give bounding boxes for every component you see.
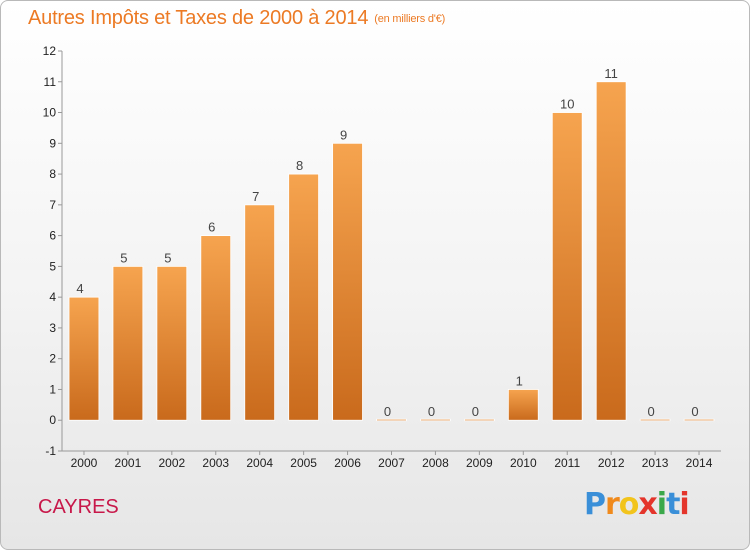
- value-label-2010: 1: [516, 373, 523, 388]
- x-tick-label-2007: 2007: [378, 456, 405, 470]
- bar-2006: [332, 142, 363, 421]
- x-tick-label-2004: 2004: [246, 456, 273, 470]
- bar-2004: [244, 204, 276, 421]
- value-label-2002: 5: [164, 250, 171, 265]
- x-tick-label-2000: 2000: [71, 456, 98, 470]
- value-label-2011: 10: [560, 97, 574, 112]
- value-label-2006: 9: [340, 127, 347, 142]
- x-tick-label-2008: 2008: [422, 456, 449, 470]
- x-tick-label-2009: 2009: [466, 456, 493, 470]
- x-tick-label-2013: 2013: [642, 456, 669, 470]
- brand-letter: i: [679, 487, 689, 522]
- brand-letter: P: [584, 487, 606, 522]
- bar-2002: [156, 265, 188, 421]
- value-label-2013: 0: [647, 404, 654, 419]
- y-tick-label: 10: [43, 106, 57, 120]
- value-label-2008: 0: [428, 404, 435, 419]
- brand-letter: t: [666, 487, 680, 522]
- value-label-2005: 8: [296, 158, 303, 173]
- y-tick-label: 8: [49, 167, 56, 181]
- chart-unit: (en milliers d'€): [374, 13, 446, 25]
- chart-title-text: Autres Impôts et Taxes de 2000 à 2014: [28, 7, 369, 29]
- value-label-2007: 0: [384, 404, 391, 419]
- bar-2005: [288, 173, 319, 421]
- y-tick-label: -1: [45, 444, 56, 458]
- y-tick-label: 2: [49, 352, 56, 366]
- bar-2014: [683, 418, 715, 422]
- chart-title: Autres Impôts et Taxes de 2000 à 2014 (en…: [28, 7, 445, 30]
- x-tick-label-2003: 2003: [202, 456, 229, 470]
- value-label-2000: 4: [76, 281, 83, 296]
- x-tick-label-2006: 2006: [334, 456, 361, 470]
- x-tick-label-2002: 2002: [158, 456, 185, 470]
- x-tick-label-2012: 2012: [598, 456, 625, 470]
- bar-2010: [507, 389, 539, 421]
- bar-2008: [420, 418, 451, 422]
- brand-logo: Proxiti: [584, 487, 690, 522]
- bar-2013: [639, 418, 671, 422]
- brand-letter: o: [618, 487, 640, 522]
- value-label-2009: 0: [472, 404, 479, 419]
- y-tick-label: 3: [49, 321, 56, 335]
- brand-letter: x: [638, 487, 657, 522]
- y-tick-label: 4: [49, 290, 56, 304]
- value-label-2001: 5: [120, 250, 127, 265]
- x-tick-label-2011: 2011: [554, 456, 580, 470]
- location-label: CAYRES: [38, 496, 119, 518]
- bar-2011: [551, 112, 583, 421]
- bar-2003: [200, 235, 232, 421]
- x-tick-label-2001: 2001: [115, 456, 142, 470]
- x-tick-label-2014: 2014: [686, 456, 713, 470]
- value-label-2004: 7: [252, 189, 259, 204]
- brand-letter: i: [656, 487, 667, 522]
- x-tick-label-2010: 2010: [510, 456, 537, 470]
- y-tick-label: 12: [43, 44, 57, 58]
- y-tick-label: 0: [49, 413, 56, 427]
- value-label-2012: 11: [604, 66, 618, 81]
- bar-2009: [464, 418, 495, 422]
- y-tick-label: 6: [49, 229, 56, 243]
- bar-2000: [68, 296, 100, 421]
- bar-2001: [112, 265, 144, 421]
- chart-bars: [68, 81, 715, 422]
- chart-labels: 2000 4 2001 5 2002 5 2003 6 2004 7 2005 8 2006 9 2007 0…: [71, 66, 713, 470]
- y-tick-label: 5: [49, 259, 56, 273]
- y-tick-label: 9: [49, 136, 56, 150]
- x-tick-label-2005: 2005: [290, 456, 317, 470]
- bar-2007: [376, 418, 407, 422]
- brand-letter: r: [605, 487, 620, 522]
- bar-2012: [595, 81, 627, 421]
- value-label-2003: 6: [208, 220, 215, 235]
- y-tick-label: 7: [49, 198, 56, 212]
- y-tick-label: 1: [49, 382, 56, 396]
- y-tick-label: 11: [44, 75, 57, 89]
- value-label-2014: 0: [691, 404, 698, 419]
